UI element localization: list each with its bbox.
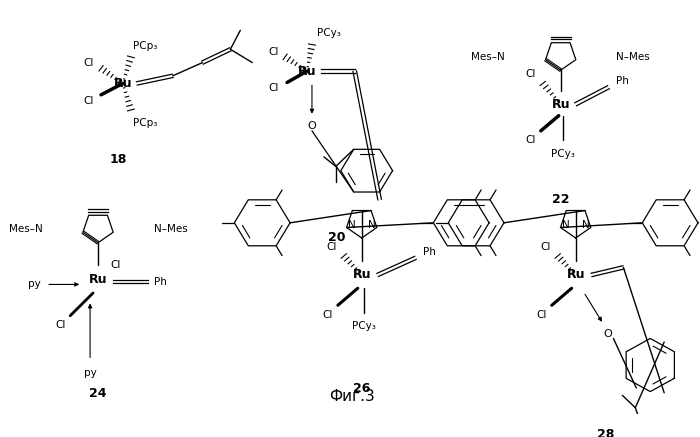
Text: Cl: Cl bbox=[268, 47, 279, 57]
Text: PCy₃: PCy₃ bbox=[551, 149, 575, 159]
Text: Ru: Ru bbox=[113, 77, 132, 90]
Text: O: O bbox=[307, 121, 316, 131]
Text: 28: 28 bbox=[597, 428, 614, 437]
Text: Cl: Cl bbox=[83, 96, 93, 105]
Text: Cl: Cl bbox=[323, 310, 333, 320]
Text: N: N bbox=[348, 220, 356, 230]
Text: py: py bbox=[28, 279, 41, 289]
Text: Фиг.3: Фиг.3 bbox=[329, 389, 375, 404]
Text: PCy₃: PCy₃ bbox=[352, 321, 376, 331]
Text: Cl: Cl bbox=[540, 242, 551, 252]
Text: Ru: Ru bbox=[552, 98, 570, 111]
Text: Cl: Cl bbox=[83, 58, 93, 68]
Text: Cl: Cl bbox=[526, 135, 536, 146]
Text: 18: 18 bbox=[109, 153, 127, 166]
Text: N: N bbox=[562, 220, 570, 230]
Text: N: N bbox=[368, 220, 375, 230]
Text: PCp₃: PCp₃ bbox=[132, 118, 157, 128]
Text: PCy₃: PCy₃ bbox=[317, 28, 341, 38]
Text: Cl: Cl bbox=[268, 83, 279, 93]
Text: N: N bbox=[582, 220, 589, 230]
Text: Mes–N: Mes–N bbox=[471, 52, 505, 62]
Text: O: O bbox=[603, 329, 612, 339]
Text: N–Mes: N–Mes bbox=[617, 52, 650, 62]
Text: Cl: Cl bbox=[526, 69, 536, 79]
Text: Ru: Ru bbox=[566, 268, 585, 281]
Text: Ru: Ru bbox=[89, 273, 107, 286]
Text: Ph: Ph bbox=[423, 247, 436, 257]
Text: PCp₃: PCp₃ bbox=[132, 41, 157, 51]
Text: Ph: Ph bbox=[154, 277, 167, 287]
Text: Ru: Ru bbox=[298, 65, 316, 78]
Text: N–Mes: N–Mes bbox=[154, 225, 188, 234]
Text: 24: 24 bbox=[90, 387, 107, 400]
Text: Cl: Cl bbox=[111, 260, 121, 271]
Text: Mes–N: Mes–N bbox=[8, 225, 42, 234]
Text: Ph: Ph bbox=[616, 76, 629, 86]
Text: Cl: Cl bbox=[55, 320, 65, 330]
Text: 26: 26 bbox=[353, 382, 370, 395]
Text: Cl: Cl bbox=[327, 242, 337, 252]
Text: 22: 22 bbox=[552, 193, 570, 205]
Text: Ru: Ru bbox=[353, 268, 371, 281]
Text: py: py bbox=[84, 368, 97, 378]
Text: Cl: Cl bbox=[537, 310, 547, 320]
Text: 20: 20 bbox=[328, 231, 346, 243]
